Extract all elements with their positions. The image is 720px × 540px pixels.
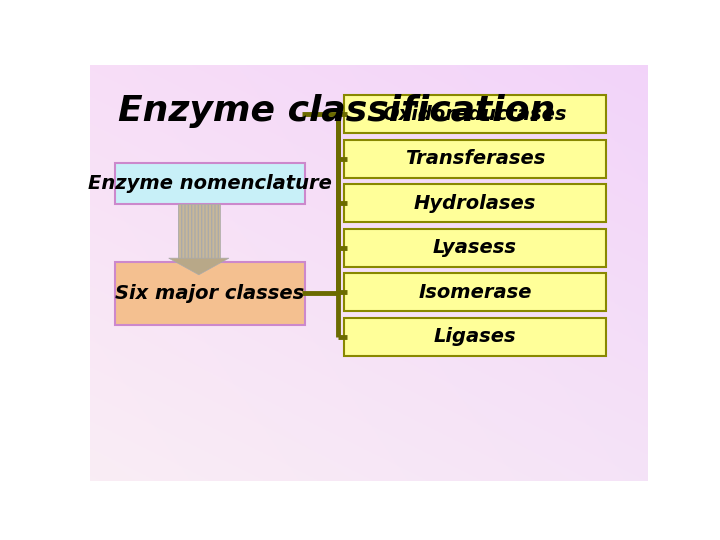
- Text: Lyasess: Lyasess: [433, 238, 517, 257]
- Text: Isomerase: Isomerase: [418, 283, 532, 302]
- Text: Enzyme classification: Enzyme classification: [118, 94, 555, 128]
- Text: Oxidoreductases: Oxidoreductases: [383, 105, 567, 124]
- FancyBboxPatch shape: [344, 95, 606, 133]
- Polygon shape: [168, 258, 229, 275]
- Text: Transferases: Transferases: [405, 149, 545, 168]
- FancyBboxPatch shape: [344, 140, 606, 178]
- FancyBboxPatch shape: [344, 273, 606, 312]
- FancyBboxPatch shape: [178, 204, 220, 258]
- Text: Six major classes: Six major classes: [115, 284, 305, 303]
- FancyBboxPatch shape: [344, 184, 606, 222]
- FancyBboxPatch shape: [344, 228, 606, 267]
- Text: Ligases: Ligases: [433, 327, 516, 346]
- FancyBboxPatch shape: [115, 163, 305, 204]
- FancyBboxPatch shape: [344, 318, 606, 356]
- FancyBboxPatch shape: [115, 262, 305, 325]
- Text: Enzyme nomenclature: Enzyme nomenclature: [88, 174, 332, 193]
- Text: Hydrolases: Hydrolases: [414, 194, 536, 213]
